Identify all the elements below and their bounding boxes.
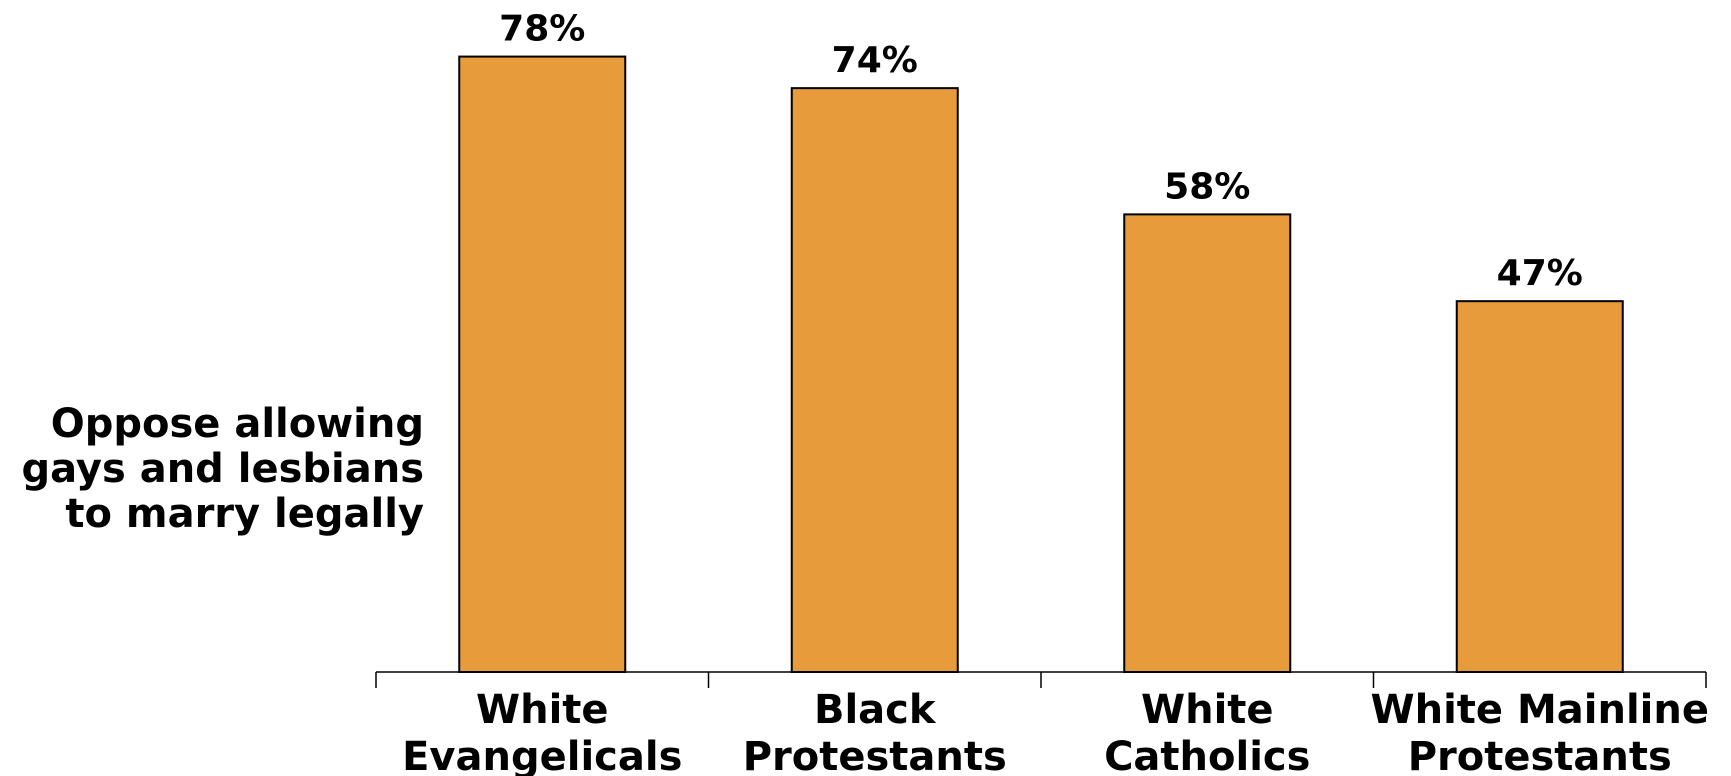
bar-4: [1455, 300, 1624, 673]
data-labels-group: 78% 74% 58% 47%: [499, 9, 1583, 295]
bar-2: [790, 87, 959, 673]
data-label-2: 74%: [832, 40, 918, 81]
x-tick-labels-group: WhiteEvangelicalsBlackProtestantsWhiteCa…: [402, 687, 1709, 776]
x-tick-label-2-line-1: Black: [814, 687, 937, 733]
bar-1: [458, 55, 627, 673]
x-tick-label-3-line-2: Catholics: [1104, 734, 1310, 776]
data-label-4: 47%: [1497, 253, 1583, 294]
bar-3: [1123, 213, 1292, 673]
y-axis-label-line-2: gays and lesbians: [21, 446, 425, 492]
x-tick-label-4-line-2: Protestants: [1408, 734, 1672, 776]
bars-group: [458, 55, 1624, 673]
data-label-1: 78%: [499, 9, 585, 50]
x-axis: [375, 671, 1707, 688]
y-axis-label-line-3: to marry legally: [65, 491, 424, 537]
x-tick-label-2-line-2: Protestants: [743, 734, 1007, 776]
y-axis-label-line-1: Oppose allowing: [50, 401, 424, 447]
x-tick-label-4-line-1: White Mainline: [1371, 687, 1710, 733]
x-tick-label-3-line-1: White: [1141, 687, 1274, 733]
x-tick-label-1-line-2: Evangelicals: [402, 734, 682, 776]
x-tick-label-1-line-1: White: [476, 687, 609, 733]
y-axis-label: Oppose allowing gays and lesbians to mar…: [0, 401, 425, 537]
data-label-3: 58%: [1164, 166, 1250, 207]
